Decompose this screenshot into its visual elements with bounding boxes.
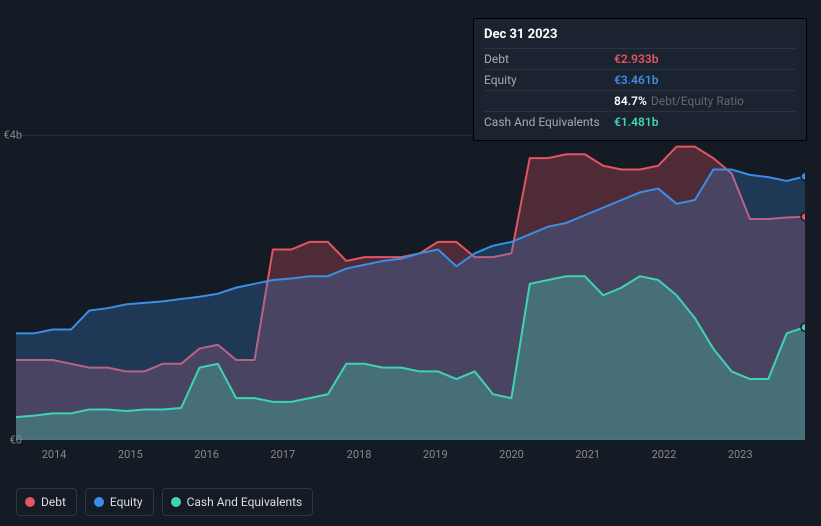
tooltip-value: 84.7%Debt/Equity Ratio — [614, 94, 744, 108]
legend: Debt Equity Cash And Equivalents — [16, 488, 313, 516]
x-axis-label: 2019 — [423, 448, 448, 461]
x-axis-label: 2017 — [270, 448, 295, 461]
x-axis-label: 2023 — [728, 448, 753, 461]
tooltip-label — [484, 94, 614, 108]
tooltip-subtext: Debt/Equity Ratio — [651, 94, 744, 108]
legend-label: Debt — [41, 495, 66, 509]
x-axis-label: 2016 — [194, 448, 219, 461]
tooltip-row: 84.7%Debt/Equity Ratio — [484, 90, 796, 111]
tooltip-value: €3.461b — [614, 73, 658, 87]
legend-item[interactable]: Cash And Equivalents — [162, 488, 314, 516]
x-axis-label: 2022 — [652, 448, 677, 461]
tooltip-value: €1.481b — [614, 115, 658, 129]
tooltip-value: €2.933b — [614, 52, 658, 66]
plot-area[interactable]: €0€4b — [16, 120, 805, 440]
legend-dot-icon — [171, 497, 181, 507]
x-axis: 2014 2015 2016 2017 2018 2019 2020 2021 2022 2023 — [16, 444, 805, 468]
tooltip-label: Debt — [484, 52, 614, 66]
x-axis-label: 2015 — [118, 448, 143, 461]
tooltip-label: Cash And Equivalents — [484, 115, 614, 129]
chart-tooltip: Dec 31 2023 Debt€2.933bEquity€3.461b84.7… — [473, 18, 807, 141]
tooltip-row: Cash And Equivalents€1.481b — [484, 111, 796, 132]
tooltip-row: Debt€2.933b — [484, 48, 796, 69]
x-axis-label: 2018 — [347, 448, 372, 461]
legend-item[interactable]: Equity — [85, 488, 154, 516]
legend-dot-icon — [25, 497, 35, 507]
legend-item[interactable]: Debt — [16, 488, 77, 516]
x-axis-label: 2020 — [499, 448, 524, 461]
y-axis-label: €4b — [0, 129, 22, 142]
legend-label: Equity — [110, 495, 143, 509]
chart-svg — [16, 120, 805, 440]
x-axis-label: 2021 — [575, 448, 600, 461]
tooltip-date: Dec 31 2023 — [484, 27, 796, 48]
legend-dot-icon — [94, 497, 104, 507]
tooltip-row: Equity€3.461b — [484, 69, 796, 90]
tooltip-label: Equity — [484, 73, 614, 87]
x-axis-label: 2014 — [42, 448, 67, 461]
legend-label: Cash And Equivalents — [187, 495, 303, 509]
chart: €0€4b 2014201520162017201820192020202120… — [16, 120, 805, 480]
